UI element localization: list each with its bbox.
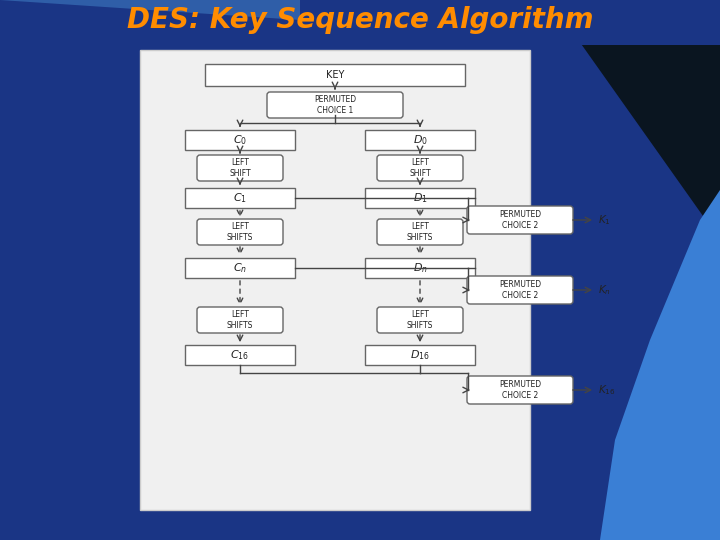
Text: $K_n$: $K_n$ [598, 283, 611, 297]
Text: $C_0$: $C_0$ [233, 133, 247, 147]
FancyBboxPatch shape [365, 345, 475, 365]
FancyBboxPatch shape [197, 155, 283, 181]
FancyBboxPatch shape [140, 50, 530, 510]
Text: $C_{16}$: $C_{16}$ [230, 348, 250, 362]
Polygon shape [0, 0, 300, 20]
Text: DES: Key Sequence Algorithm: DES: Key Sequence Algorithm [127, 6, 593, 34]
Polygon shape [550, 0, 720, 240]
Text: LEFT
SHIFT: LEFT SHIFT [229, 158, 251, 178]
Text: $C_1$: $C_1$ [233, 191, 247, 205]
Text: LEFT
SHIFTS: LEFT SHIFTS [227, 310, 253, 330]
FancyBboxPatch shape [267, 92, 403, 118]
Text: $D_0$: $D_0$ [413, 133, 428, 147]
FancyBboxPatch shape [467, 376, 573, 404]
Text: LEFT
SHIFTS: LEFT SHIFTS [407, 222, 433, 242]
FancyBboxPatch shape [185, 345, 295, 365]
Text: $D_{16}$: $D_{16}$ [410, 348, 430, 362]
FancyBboxPatch shape [377, 307, 463, 333]
FancyBboxPatch shape [365, 188, 475, 208]
FancyBboxPatch shape [365, 130, 475, 150]
FancyBboxPatch shape [377, 219, 463, 245]
Text: PERMUTED
CHOICE 2: PERMUTED CHOICE 2 [499, 210, 541, 230]
Text: $K_1$: $K_1$ [598, 213, 611, 227]
FancyBboxPatch shape [185, 258, 295, 278]
Polygon shape [600, 190, 720, 540]
Text: $K_{16}$: $K_{16}$ [598, 383, 616, 397]
Text: $D_n$: $D_n$ [413, 261, 428, 275]
Text: KEY: KEY [326, 70, 344, 80]
FancyBboxPatch shape [205, 64, 465, 86]
FancyBboxPatch shape [365, 258, 475, 278]
FancyBboxPatch shape [467, 276, 573, 304]
Text: PERMUTED
CHOICE 1: PERMUTED CHOICE 1 [314, 95, 356, 114]
FancyBboxPatch shape [185, 130, 295, 150]
Text: $C_n$: $C_n$ [233, 261, 247, 275]
Text: PERMUTED
CHOICE 2: PERMUTED CHOICE 2 [499, 380, 541, 400]
FancyBboxPatch shape [0, 0, 720, 45]
Text: PERMUTED
CHOICE 2: PERMUTED CHOICE 2 [499, 280, 541, 300]
FancyBboxPatch shape [377, 155, 463, 181]
FancyBboxPatch shape [197, 219, 283, 245]
FancyBboxPatch shape [197, 307, 283, 333]
FancyBboxPatch shape [185, 188, 295, 208]
FancyBboxPatch shape [467, 206, 573, 234]
Text: $D_1$: $D_1$ [413, 191, 428, 205]
Text: LEFT
SHIFTS: LEFT SHIFTS [407, 310, 433, 330]
Text: LEFT
SHIFT: LEFT SHIFT [409, 158, 431, 178]
Text: LEFT
SHIFTS: LEFT SHIFTS [227, 222, 253, 242]
